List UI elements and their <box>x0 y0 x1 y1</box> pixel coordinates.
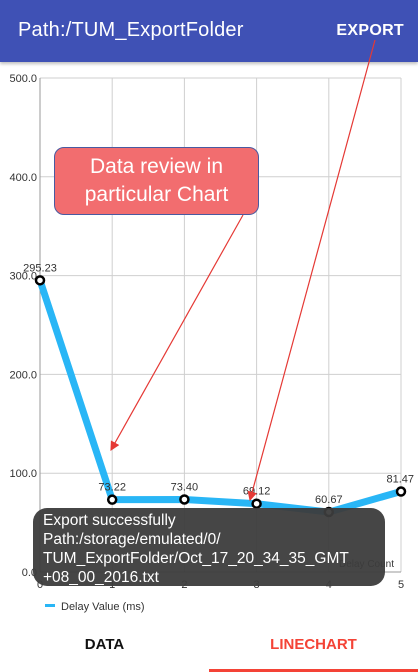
x-tick-label: 5 <box>398 579 404 591</box>
tab-linechart-label: LINECHART <box>270 636 357 653</box>
callout-line-2: particular Chart <box>84 183 229 206</box>
tab-linechart[interactable]: LINECHART <box>209 622 418 672</box>
y-tick-label: 200.0 <box>9 369 37 381</box>
tab-data[interactable]: DATA <box>84 636 125 653</box>
data-label: 73.22 <box>98 482 126 494</box>
tab-indicator <box>209 669 418 672</box>
legend-swatch <box>45 604 55 607</box>
y-tick-label: 100.0 <box>9 468 37 480</box>
y-tick-label: 300.0 <box>9 271 37 283</box>
data-label: 60.67 <box>315 494 343 506</box>
data-label: 73.40 <box>171 481 199 493</box>
callout-line-1: Data review in <box>89 155 224 178</box>
y-tick-label: 500.0 <box>9 73 37 85</box>
data-point <box>34 275 46 286</box>
data-label: 69.12 <box>243 486 271 498</box>
toast-line-2: Path:/storage/emulated/0/ <box>43 531 221 548</box>
export-button[interactable]: EXPORT <box>336 22 404 39</box>
data-point <box>251 498 262 509</box>
app-bar: Path:/TUM_ExportFolder EXPORT <box>0 0 418 62</box>
toast-message: Export successfully Path:/storage/emulat… <box>33 508 385 586</box>
y-tick-label: 400.0 <box>9 172 37 184</box>
data-point <box>395 486 407 497</box>
annotation-callout: Data review in particular Chart <box>54 147 259 215</box>
page-title: Path:/TUM_ExportFolder <box>18 19 244 41</box>
series-line <box>36 276 405 516</box>
toast-line-1: Export successfully <box>43 512 176 529</box>
bottom-tabs: DATA LINECHART <box>0 622 418 672</box>
data-point <box>106 494 118 505</box>
legend-label: Delay Value (ms) <box>61 601 145 613</box>
data-label: 295.23 <box>23 262 57 274</box>
data-label: 81.47 <box>386 474 414 486</box>
data-point <box>179 494 190 505</box>
x-tick-label: 0 <box>37 579 43 591</box>
toast-line-4: +08_00_2016.txt <box>43 569 159 586</box>
toast-line-3: TUM_ExportFolder/Oct_17_20_34_35_GMT <box>43 550 349 567</box>
